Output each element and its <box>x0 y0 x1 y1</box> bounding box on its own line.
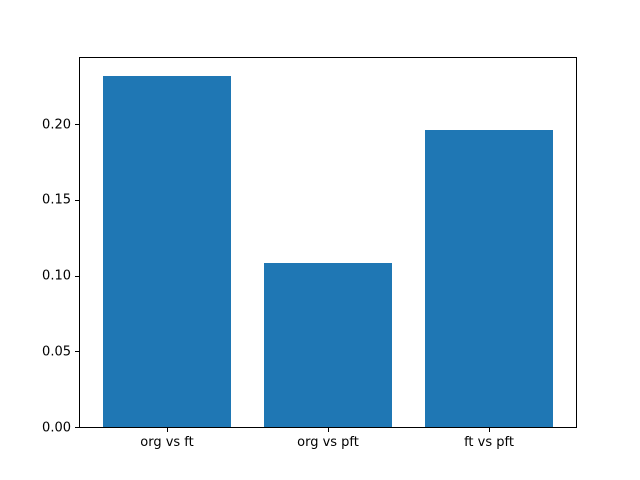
x-tick-mark <box>328 428 329 432</box>
y-tick-mark <box>75 276 79 277</box>
x-tick-mark <box>489 428 490 432</box>
bar-org-vs-ft <box>102 75 232 427</box>
y-tick-mark <box>75 124 79 125</box>
bar-ft-vs-pft <box>424 130 554 427</box>
x-tick-label: org vs pft <box>297 435 359 450</box>
y-tick-label: 0.20 <box>42 117 71 133</box>
x-tick-label: ft vs pft <box>464 435 514 450</box>
y-tick-mark <box>75 427 79 428</box>
y-tick-label: 0.15 <box>42 192 71 208</box>
y-tick-label: 0.05 <box>42 344 71 360</box>
y-tick-label: 0.10 <box>42 268 71 284</box>
x-tick-label: org vs ft <box>140 435 194 450</box>
plot-area <box>79 57 577 428</box>
y-tick-mark <box>75 351 79 352</box>
y-tick-mark <box>75 200 79 201</box>
y-tick-label: 0.00 <box>42 420 71 435</box>
bar-org-vs-pft <box>263 263 393 427</box>
x-tick-mark <box>167 428 168 432</box>
